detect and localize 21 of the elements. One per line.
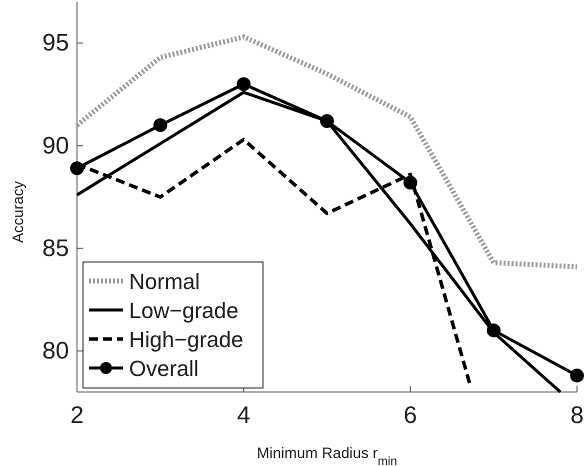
legend-label: Low−grade	[129, 298, 238, 323]
legend-label: Normal	[129, 269, 200, 294]
point	[153, 118, 168, 132]
point	[320, 114, 334, 128]
x-axis-title: Minimum Radius r$_{min}$	[256, 445, 398, 466]
point	[403, 176, 418, 190]
x-tick-label: 2	[70, 402, 84, 430]
x-tick-label: 4	[236, 402, 250, 430]
y-tick-label: 85	[42, 234, 69, 262]
legend-label: Overall	[129, 356, 199, 381]
point	[486, 324, 501, 338]
x-tick-label: 8	[570, 402, 584, 430]
legend-label: High−grade	[129, 327, 244, 352]
y-tick-label: 80	[42, 338, 69, 365]
x-tick-label: 6	[404, 402, 418, 430]
y-axis-title: Accuracy	[10, 180, 27, 243]
point	[236, 77, 251, 91]
point	[570, 368, 584, 382]
point	[70, 161, 84, 176]
y-tick-label: 95	[42, 30, 69, 57]
y-tick-label: 90	[42, 132, 69, 160]
